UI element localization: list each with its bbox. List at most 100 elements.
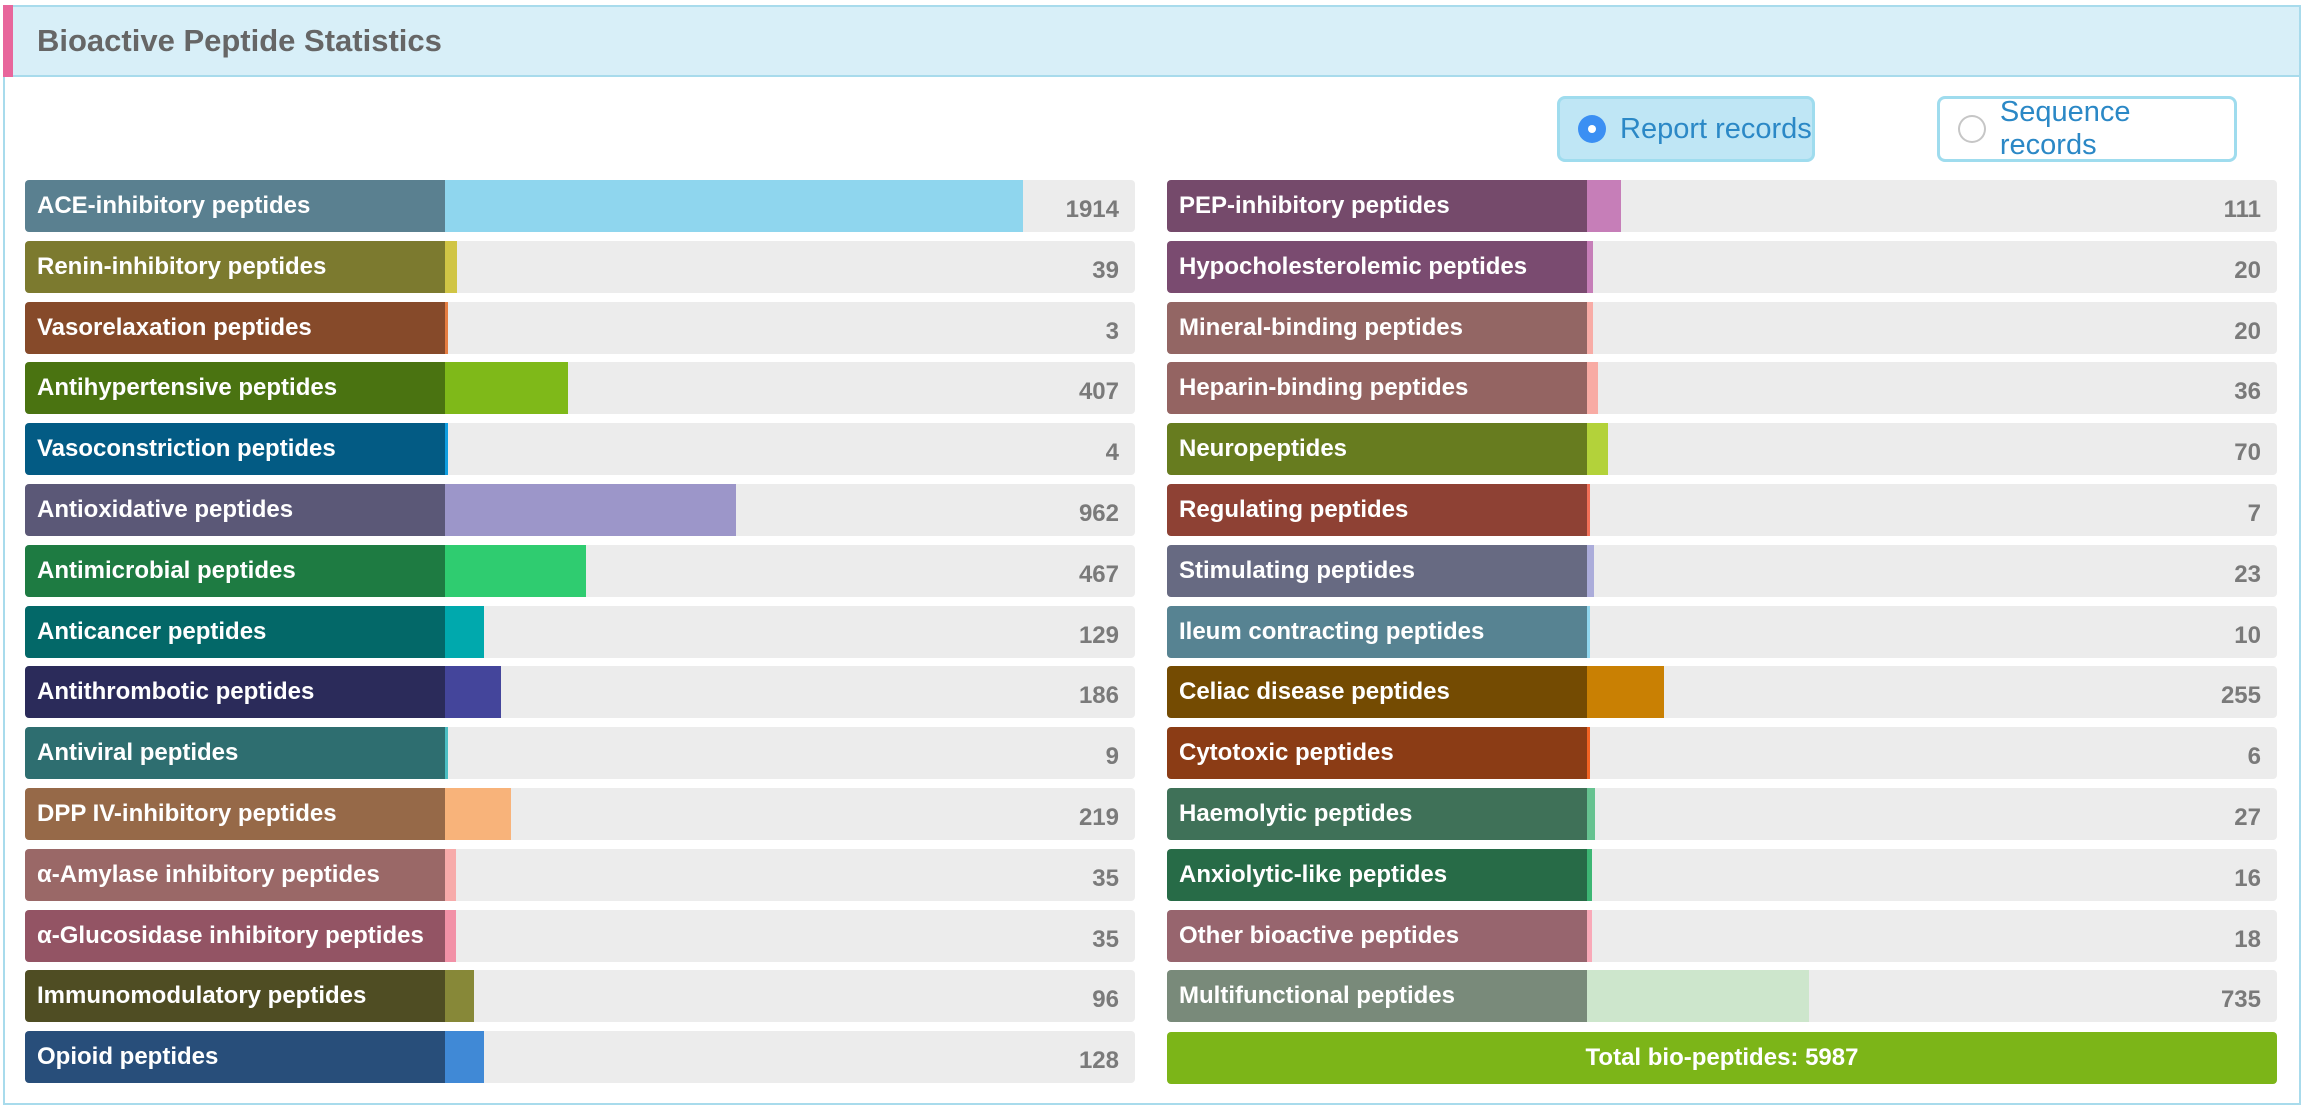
peptide-category-label: Heparin-binding peptides xyxy=(1167,362,1587,414)
peptide-category-label: α-Glucosidase inhibitory peptides xyxy=(25,910,445,962)
peptide-count-value: 39 xyxy=(1092,257,1119,284)
peptide-count-value: 70 xyxy=(2234,439,2261,466)
peptide-row[interactable]: α-Glucosidase inhibitory peptides 35 xyxy=(25,910,1135,962)
peptide-category-label: Celiac disease peptides xyxy=(1167,666,1587,718)
peptide-category-label: Stimulating peptides xyxy=(1167,545,1587,597)
peptide-count-bar xyxy=(1587,606,1591,658)
peptide-count-bar xyxy=(1587,302,1594,354)
report-records-radio[interactable]: Report records xyxy=(1557,96,1815,162)
header-accent-bar xyxy=(3,5,13,77)
peptide-count-value: 111 xyxy=(2223,196,2261,223)
peptide-count-value: 6 xyxy=(2247,743,2261,770)
peptide-row[interactable]: Heparin-binding peptides 36 xyxy=(1167,362,2277,414)
peptide-category-label: Antiviral peptides xyxy=(25,727,445,779)
peptide-category-label: Mineral-binding peptides xyxy=(1167,302,1587,354)
peptide-category-label: Neuropeptides xyxy=(1167,423,1587,475)
report-records-label: Report records xyxy=(1620,112,1812,145)
peptide-row[interactable]: Other bioactive peptides 18 xyxy=(1167,910,2277,962)
peptide-count-bar xyxy=(1587,241,1594,293)
peptide-count-value: 1914 xyxy=(1065,196,1119,223)
peptide-row[interactable]: Antioxidative peptides 962 xyxy=(25,484,1135,536)
peptide-row[interactable]: Ileum contracting peptides 10 xyxy=(1167,606,2277,658)
peptide-count-value: 16 xyxy=(2234,865,2261,892)
peptide-count-bar xyxy=(1587,484,1590,536)
peptide-row[interactable]: Haemolytic peptides 27 xyxy=(1167,788,2277,840)
peptide-count-value: 7 xyxy=(2247,500,2261,527)
peptide-row[interactable]: Immunomodulatory peptides 96 xyxy=(25,970,1135,1022)
peptide-count-value: 255 xyxy=(2220,682,2261,709)
sequence-records-radio[interactable]: Sequence records xyxy=(1937,96,2237,162)
peptide-category-label: Ileum contracting peptides xyxy=(1167,606,1587,658)
peptide-category-label: α-Amylase inhibitory peptides xyxy=(25,849,445,901)
peptide-row[interactable]: Opioid peptides 128 xyxy=(25,1031,1135,1083)
peptide-count-bar xyxy=(1587,788,1596,840)
peptide-row[interactable]: Anticancer peptides 129 xyxy=(25,606,1135,658)
peptide-count-bar xyxy=(445,910,456,962)
peptide-row[interactable]: Stimulating peptides 23 xyxy=(1167,545,2277,597)
peptide-row[interactable]: Antithrombotic peptides 186 xyxy=(25,666,1135,718)
peptide-count-bar xyxy=(1587,545,1594,597)
peptide-count-bar xyxy=(445,788,512,840)
peptide-category-label: PEP-inhibitory peptides xyxy=(1167,180,1587,232)
peptide-row[interactable]: ACE-inhibitory peptides 1914 xyxy=(25,180,1135,232)
peptide-category-label: Anticancer peptides xyxy=(25,606,445,658)
peptide-count-value: 20 xyxy=(2234,318,2261,345)
total-bio-peptides-bar: Total bio-peptides: 5987 xyxy=(1167,1032,2277,1084)
peptide-count-bar xyxy=(445,970,474,1022)
peptide-row[interactable]: Regulating peptides 7 xyxy=(1167,484,2277,536)
peptide-count-bar xyxy=(445,606,484,658)
peptide-row[interactable]: DPP IV-inhibitory peptides 219 xyxy=(25,788,1135,840)
peptide-count-value: 407 xyxy=(1078,378,1119,405)
peptide-category-label: Opioid peptides xyxy=(25,1031,445,1083)
peptide-count-bar xyxy=(445,545,587,597)
peptide-row[interactable]: Antiviral peptides 9 xyxy=(25,727,1135,779)
peptide-row[interactable]: Cytotoxic peptides 6 xyxy=(1167,727,2277,779)
peptide-row[interactable]: Antimicrobial peptides 467 xyxy=(25,545,1135,597)
peptide-row[interactable]: Neuropeptides 70 xyxy=(1167,423,2277,475)
peptide-count-value: 186 xyxy=(1078,682,1119,709)
peptide-count-bar xyxy=(1587,362,1598,414)
peptide-count-bar xyxy=(445,241,457,293)
peptide-count-value: 23 xyxy=(2234,561,2261,588)
peptide-category-label: Multifunctional peptides xyxy=(1167,970,1587,1022)
peptide-count-bar xyxy=(1587,849,1592,901)
peptide-row[interactable]: Vasoconstriction peptides 4 xyxy=(25,423,1135,475)
peptide-count-value: 35 xyxy=(1092,926,1119,953)
peptide-row[interactable]: Mineral-binding peptides 20 xyxy=(1167,302,2277,354)
peptide-row[interactable]: α-Amylase inhibitory peptides 35 xyxy=(25,849,1135,901)
peptide-row[interactable]: Multifunctional peptides 735 xyxy=(1167,970,2277,1022)
peptide-count-value: 27 xyxy=(2234,804,2261,831)
peptide-category-label: Anxiolytic-like peptides xyxy=(1167,849,1587,901)
peptide-row[interactable]: Renin-inhibitory peptides 39 xyxy=(25,241,1135,293)
peptide-category-label: Immunomodulatory peptides xyxy=(25,970,445,1022)
peptide-row[interactable]: PEP-inhibitory peptides 111 xyxy=(1167,180,2277,232)
peptide-category-label: Regulating peptides xyxy=(1167,484,1587,536)
peptide-count-bar xyxy=(445,1031,484,1083)
peptide-count-value: 36 xyxy=(2234,378,2261,405)
peptide-count-bar xyxy=(1587,180,1621,232)
radio-unselected-icon xyxy=(1958,115,1986,143)
peptide-row[interactable]: Hypocholesterolemic peptides 20 xyxy=(1167,241,2277,293)
peptide-category-label: Vasorelaxation peptides xyxy=(25,302,445,354)
peptide-count-bar xyxy=(1587,727,1590,779)
peptide-category-label: DPP IV-inhibitory peptides xyxy=(25,788,445,840)
peptide-category-label: Antioxidative peptides xyxy=(25,484,445,536)
peptide-row[interactable]: Celiac disease peptides 255 xyxy=(1167,666,2277,718)
peptide-count-value: 9 xyxy=(1105,743,1119,770)
peptide-count-value: 219 xyxy=(1078,804,1119,831)
peptide-count-value: 18 xyxy=(2234,926,2261,953)
peptide-count-value: 96 xyxy=(1092,986,1119,1013)
peptide-count-bar xyxy=(1587,910,1593,962)
peptide-count-bar xyxy=(445,423,448,475)
peptide-row[interactable]: Anxiolytic-like peptides 16 xyxy=(1167,849,2277,901)
peptide-count-value: 35 xyxy=(1092,865,1119,892)
peptide-category-label: Antithrombotic peptides xyxy=(25,666,445,718)
peptide-count-bar xyxy=(445,484,736,536)
peptide-category-label: Renin-inhibitory peptides xyxy=(25,241,445,293)
sequence-records-label: Sequence records xyxy=(1999,96,2131,161)
panel-header: Bioactive Peptide Statistics xyxy=(3,5,2301,77)
peptide-count-value: 962 xyxy=(1078,500,1119,527)
peptide-row[interactable]: Antihypertensive peptides 407 xyxy=(25,362,1135,414)
peptide-row[interactable]: Vasorelaxation peptides 3 xyxy=(25,302,1135,354)
peptide-count-bar xyxy=(445,727,448,779)
